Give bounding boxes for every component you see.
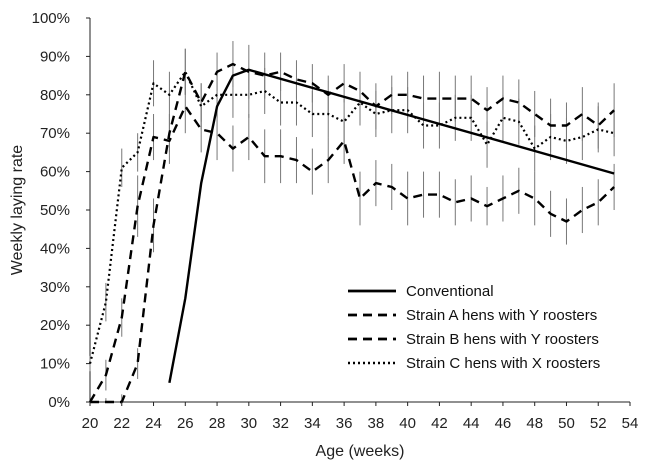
legend-label-4: Strain C hens with X roosters [406, 355, 600, 372]
x-tick-label: 22 [113, 415, 130, 432]
x-axis-title: Age (weeks) [316, 443, 405, 460]
x-axis-ticks: 20 22 24 26 28 30 32 34 36 38 40 42 44 46 48 50 52 54 [82, 402, 639, 432]
series-line-1 [168, 68, 615, 384]
x-tick-label: 38 [368, 415, 385, 432]
x-tick-label: 24 [145, 415, 162, 432]
x-tick-label: 26 [177, 415, 194, 432]
series-lines [88, 62, 615, 404]
y-tick-label: 80% [40, 87, 70, 104]
x-tick-label: 52 [590, 415, 607, 432]
legend: Conventional Strain A hens with Y rooster… [348, 283, 600, 372]
x-tick-label: 28 [209, 415, 226, 432]
legend-label-1: Conventional [406, 283, 494, 300]
series-line-4 [88, 70, 615, 364]
x-tick-label: 34 [304, 415, 321, 432]
x-tick-label: 30 [240, 415, 257, 432]
x-tick-label: 20 [82, 415, 99, 432]
legend-label-2: Strain A hens with Y roosters [406, 307, 597, 324]
y-axis-ticks: 0% 10% 20% 30% 40% 50% 60% 70% 80% 90% 100% [32, 10, 90, 411]
x-tick-label: 48 [526, 415, 543, 432]
x-tick-label: 46 [495, 415, 512, 432]
x-tick-label: 42 [431, 415, 448, 432]
x-tick-label: 40 [399, 415, 416, 432]
y-tick-label: 30% [40, 279, 70, 296]
y-tick-label: 10% [40, 356, 70, 373]
y-axis-title: Weekly laying rate [9, 145, 26, 276]
y-tick-label: 60% [40, 164, 70, 181]
x-tick-label: 44 [463, 415, 480, 432]
y-tick-label: 50% [40, 202, 70, 219]
y-tick-label: 20% [40, 317, 70, 334]
y-tick-label: 100% [32, 10, 70, 27]
x-tick-label: 54 [622, 415, 639, 432]
series-line-3 [88, 105, 615, 403]
x-tick-label: 36 [336, 415, 353, 432]
y-tick-label: 0% [48, 394, 70, 411]
x-tick-label: 32 [272, 415, 289, 432]
plot-area [88, 18, 630, 404]
series-line-2 [90, 62, 615, 404]
y-tick-label: 40% [40, 240, 70, 257]
legend-label-3: Strain B hens with Y roosters [406, 331, 599, 348]
x-tick-label: 50 [558, 415, 575, 432]
y-tick-label: 90% [40, 48, 70, 65]
y-tick-label: 70% [40, 125, 70, 142]
